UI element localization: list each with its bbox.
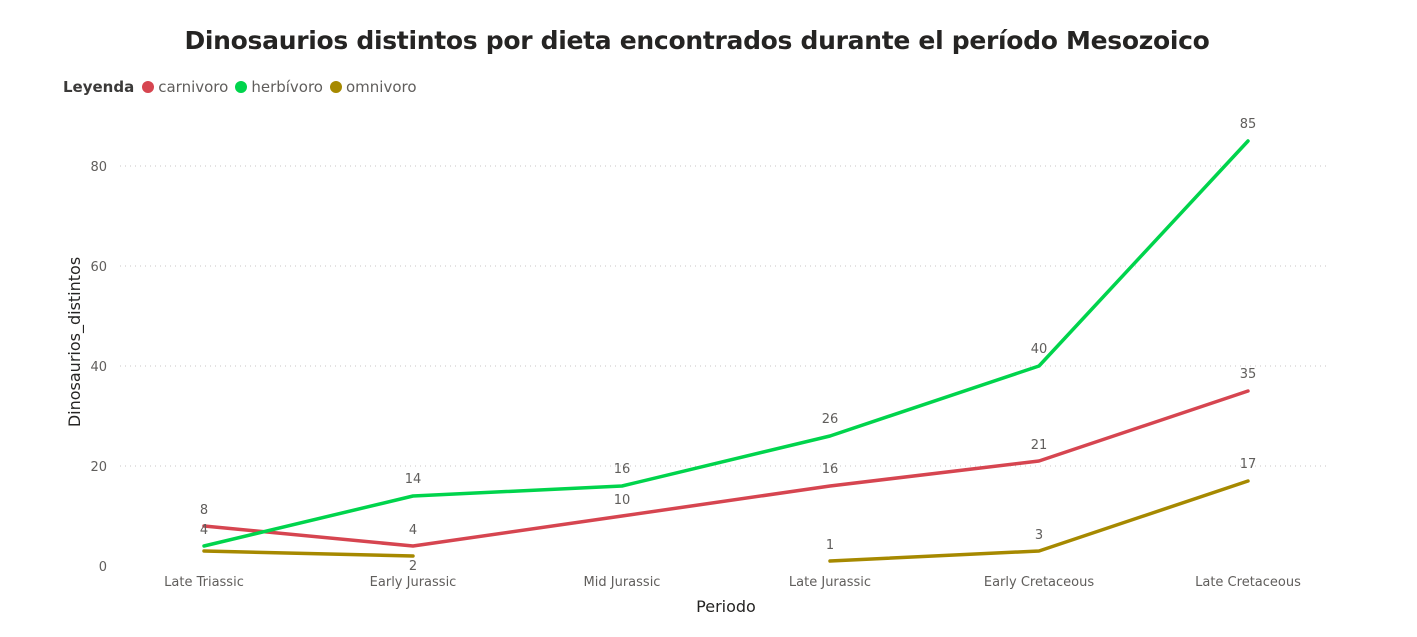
y-tick-label: 20	[90, 460, 107, 475]
data-label: 8	[200, 503, 208, 518]
x-tick-label: Mid Jurassic	[584, 575, 661, 590]
legend-title: Leyenda	[63, 78, 135, 96]
data-label: 16	[614, 462, 631, 477]
data-label: 2	[409, 559, 417, 574]
legend-label-carnivoro: carnivoro	[158, 78, 229, 96]
series-line-omnivoro	[202, 549, 415, 558]
series-line-omnivoro	[828, 479, 1250, 563]
chart-title: Dinosaurios distintos por dieta encontra…	[184, 26, 1210, 55]
legend-label-herbivoro: herbívoro	[251, 78, 323, 96]
data-label: 26	[822, 412, 839, 427]
legend-marker-omnivoro	[330, 81, 342, 93]
data-label: 40	[1031, 342, 1048, 357]
series-line-carnivoro	[202, 389, 1250, 548]
data-label: 4	[409, 523, 417, 538]
legend-item-herbivoro[interactable]: herbívoro	[235, 78, 323, 96]
data-label: 1	[826, 538, 834, 553]
data-label: 10	[614, 493, 631, 508]
series-line-herbívoro	[202, 139, 1250, 548]
x-tick-label: Late Cretaceous	[1195, 575, 1301, 590]
legend-marker-herbivoro	[235, 81, 248, 93]
legend-marker-carnivoro	[142, 81, 155, 93]
data-label: 14	[405, 472, 422, 487]
data-label: 17	[1240, 457, 1257, 472]
legend-item-carnivoro[interactable]: carnivoro	[142, 78, 228, 96]
legend-label-omnivoro: omnivoro	[346, 78, 417, 96]
legend-item-omnivoro[interactable]: omnivoro	[330, 78, 417, 96]
y-tick-label: 60	[90, 260, 107, 275]
x-axis-title: Periodo	[696, 597, 756, 616]
y-axis-title: Dinosaurios_distintos	[65, 257, 85, 427]
data-label: 4	[200, 523, 208, 538]
x-tick-label: Early Jurassic	[370, 575, 457, 590]
x-tick-label: Late Triassic	[164, 575, 244, 590]
legend: Leyenda carnivoro herbívoro omnivoro	[63, 77, 424, 97]
y-tick-label: 40	[90, 360, 107, 375]
y-tick-label: 0	[99, 560, 107, 575]
data-label: 85	[1240, 117, 1257, 132]
data-label: 16	[822, 462, 839, 477]
data-label: 21	[1031, 438, 1048, 453]
y-tick-label: 80	[90, 160, 107, 175]
x-tick-label: Late Jurassic	[789, 575, 871, 590]
data-label: 3	[1035, 528, 1043, 543]
data-label: 35	[1240, 367, 1257, 382]
x-tick-label: Early Cretaceous	[984, 575, 1094, 590]
